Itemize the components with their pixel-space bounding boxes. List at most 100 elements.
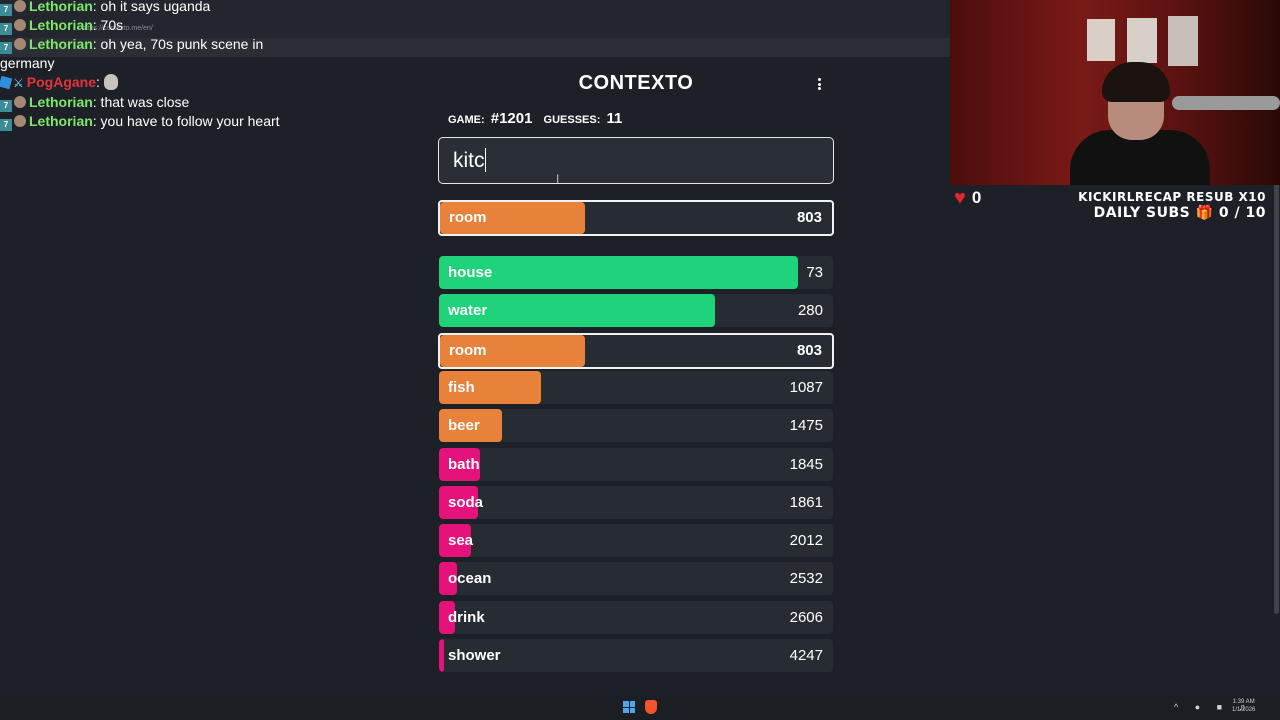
chat-message: germany (0, 54, 54, 72)
seventv-badge-icon: 7 (0, 23, 12, 35)
guess-row: shower 4247 (439, 639, 833, 672)
similarity-bar (440, 202, 586, 234)
chat-text: : oh yea, 70s punk scene in (92, 36, 264, 52)
guesses-count: 11 (606, 110, 623, 127)
similarity-bar (439, 562, 457, 595)
chat-message: 7 Lethorian: oh yea, 70s punk scene in (0, 35, 263, 54)
guess-row: fish 1087 (439, 371, 833, 404)
guess-rank: 1861 (789, 494, 823, 511)
chat-username[interactable]: Lethorian (29, 113, 93, 129)
chat-emote-icon (103, 74, 118, 90)
chat-text: : (96, 74, 100, 90)
goal-progress: DAILY SUBS 🎁 0 / 10 (1078, 204, 1266, 222)
windows-start-icon[interactable] (623, 701, 635, 713)
guess-row: room 803 (438, 333, 834, 369)
similarity-bar (439, 639, 444, 672)
chat-text: : oh it says uganda (92, 0, 211, 14)
guess-input[interactable]: kitc I (438, 137, 834, 186)
guess-rank: 1475 (789, 417, 823, 434)
game-label: GAME: (448, 114, 485, 126)
chat-message: 7 Lethorian: you have to follow your hear… (0, 112, 280, 131)
guess-rank: 2532 (789, 570, 823, 587)
chat-username[interactable]: Lethorian (29, 36, 93, 52)
similarity-bar (439, 601, 455, 634)
guess-rank: 4247 (789, 647, 823, 664)
guess-rank: 280 (797, 302, 823, 319)
heart-icon: ♥ (954, 187, 966, 209)
guess-row: house 73 (439, 256, 833, 289)
user-badge-icon (14, 19, 26, 31)
guess-rank: 1087 (789, 379, 823, 396)
guess-word: house (448, 264, 493, 281)
guess-word: bath (448, 456, 480, 473)
scrollbar-thumb[interactable] (1274, 0, 1279, 614)
text-caret (484, 148, 486, 172)
guess-rank: 803 (796, 209, 822, 226)
guess-rank: 803 (796, 342, 822, 359)
chat-username[interactable]: Lethorian (29, 17, 93, 33)
gift-icon: 🎁 (1195, 205, 1214, 221)
user-badge-icon (14, 115, 26, 127)
chat-username[interactable]: Lethorian (29, 94, 93, 110)
wall-picture (1168, 16, 1198, 66)
browser-chrome: https://contexto.me/en/ (0, 0, 950, 57)
similarity-bar (439, 486, 479, 519)
game-stats: GAME: #1201 GUESSES: 11 (448, 110, 630, 127)
seventv-badge-icon: 7 (0, 119, 12, 131)
brave-browser-icon[interactable] (645, 700, 657, 714)
guess-rank: 73 (806, 264, 823, 281)
taskbar: ^ ● ■ ♫ 1:39 AM 1/1/2026 (0, 696, 1280, 720)
cube-badge-icon (0, 75, 13, 90)
sword-badge-icon: ⚔ (13, 76, 24, 90)
similarity-bar (439, 294, 715, 327)
guess-word: sea (448, 532, 474, 549)
similarity-bar (439, 524, 471, 557)
chat-message: 7 Lethorian: that was close (0, 93, 189, 112)
heart-counter: ♥ 0 (954, 188, 981, 208)
taskbar-clock[interactable]: 1:39 AM 1/1/2026 (1232, 698, 1255, 714)
chat-text: : you have to follow your heart (92, 113, 280, 129)
seventv-badge-icon: 7 (0, 4, 12, 16)
user-badge-icon (14, 38, 26, 50)
system-tray[interactable]: ^ ● ■ ♫ (1174, 702, 1253, 712)
heart-count: 0 (971, 188, 982, 207)
guess-rank: 2606 (789, 609, 823, 626)
guesses-label: GUESSES: (543, 114, 601, 126)
guess-row: drink 2606 (439, 601, 833, 634)
guess-word: water (448, 302, 488, 319)
guess-row: ocean 2532 (439, 562, 833, 595)
page-scrollbar[interactable] (1272, 0, 1280, 700)
user-badge-icon (14, 96, 26, 108)
page-title: CONTEXTO (578, 72, 694, 94)
chat-username[interactable]: Lethorian (29, 0, 93, 14)
guess-rank: 1845 (789, 456, 823, 473)
guess-word: room (449, 209, 487, 226)
goal-value: 0 / 10 (1218, 205, 1266, 221)
guess-word: fish (448, 379, 475, 396)
address-bar[interactable]: https://contexto.me/en/ (82, 25, 153, 32)
chat-username[interactable]: PogAgane (26, 74, 96, 90)
chat-text: : 70s (92, 17, 124, 33)
guess-word: shower (448, 647, 501, 664)
goal-label: DAILY SUBS (1093, 205, 1191, 221)
user-badge-icon (14, 0, 26, 12)
guess-row: soda 1861 (439, 486, 833, 519)
chat-message: 7 Lethorian: oh it says uganda (0, 0, 210, 16)
guess-rank: 2012 (789, 532, 823, 549)
guess-word: ocean (448, 570, 492, 587)
guess-input-value: kitc (453, 149, 485, 172)
guess-word: drink (448, 609, 485, 626)
chat-message: 7 Lethorian: 70s (0, 16, 123, 35)
more-menu-icon[interactable] (814, 74, 824, 94)
clock-date: 1/1/2026 (1232, 707, 1256, 713)
guess-word: beer (448, 417, 480, 434)
guess-word: room (449, 342, 487, 359)
chat-text: germany (0, 55, 55, 71)
guess-row: water 280 (439, 294, 833, 327)
similarity-bar (439, 256, 798, 289)
goal-title: KICKIRLRECAP RESUB X10 (1078, 190, 1266, 204)
webcam-feed (950, 0, 1280, 185)
guess-word: soda (448, 494, 484, 511)
wall-picture (1127, 18, 1157, 63)
clock-time: 1:39 AM (1232, 699, 1255, 705)
